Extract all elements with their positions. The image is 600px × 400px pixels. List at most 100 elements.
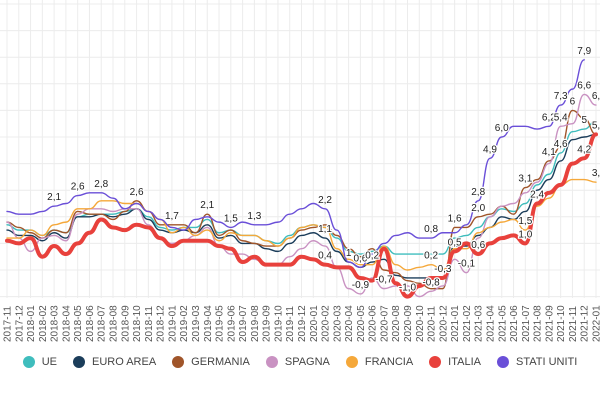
x-tick-label: 2019-07	[238, 305, 249, 342]
x-tick-label: 2018-08	[109, 305, 120, 342]
legend-dot	[496, 356, 509, 368]
x-tick-label: 2021-02	[462, 305, 473, 342]
data-label: 0,2	[365, 251, 379, 262]
data-label: 1,7	[165, 211, 179, 222]
data-labels: 2,12,6 2,82,61,72,11,5 1,32,21,10,4 1 0,60,2…	[46, 45, 600, 295]
legend-label: FRANCIA	[364, 356, 414, 368]
x-tick-label: 2020-12	[438, 305, 449, 342]
data-label: 0,8	[424, 224, 438, 235]
data-label: 1,5	[518, 216, 532, 227]
x-tick-label: 2019-04	[203, 305, 214, 342]
data-label: 2,1	[200, 200, 214, 211]
data-label: 4,2	[577, 144, 591, 155]
data-label: 2,4	[530, 190, 544, 201]
data-label: 2,6	[130, 187, 144, 198]
data-label: 5	[581, 115, 587, 126]
x-tick-label: 2021-03	[474, 305, 485, 342]
data-label: -0,3	[434, 264, 452, 275]
data-label: 1,1	[318, 224, 332, 235]
x-tick-label: 2020-10	[415, 305, 426, 342]
legend-item-ue[interactable]: UE	[22, 356, 57, 368]
data-label: 1,0	[518, 229, 532, 240]
legend-label: STATI UNITI	[515, 356, 578, 368]
x-tick-label: 2017-12	[14, 305, 25, 342]
x-tick-label: 2018-04	[61, 305, 72, 342]
x-tick-label: 2020-11	[427, 306, 438, 342]
legend-item-francia[interactable]: FRANCIA	[345, 356, 414, 368]
x-tick-label: 2021-08	[533, 305, 544, 342]
legend-item-italia[interactable]: ITALIA	[429, 356, 481, 368]
series-lines	[5, 59, 598, 299]
grid	[0, 0, 600, 298]
legend-label: ITALIA	[448, 356, 481, 368]
data-label: 1,5	[224, 213, 238, 224]
x-tick-label: 2020-06	[368, 305, 379, 342]
data-label: -0,8	[422, 277, 440, 288]
data-label: 7,9	[577, 46, 591, 57]
x-tick-label: 2020-08	[391, 305, 402, 342]
data-label: 6,6	[577, 80, 591, 91]
data-label: 2,6	[71, 182, 85, 193]
x-tick-label: 2019-06	[226, 305, 237, 342]
x-tick-label: 2020-01	[309, 305, 320, 342]
data-label: 2,8	[94, 179, 108, 190]
x-tick-label: 2019-12	[297, 305, 308, 342]
legend-dot	[172, 356, 185, 368]
legend-dot	[345, 356, 358, 368]
data-label: 3,1	[518, 174, 532, 185]
data-label: -1,0	[399, 283, 417, 294]
x-tick-label: 2017-11	[3, 306, 14, 342]
x-tick-label: 2018-10	[132, 305, 143, 342]
legend-dot	[22, 356, 35, 368]
x-tick-label: 2021-04	[485, 305, 496, 342]
x-tick-label: 2018-07	[97, 305, 108, 342]
data-label: -0,1	[458, 259, 476, 270]
x-tick-label: 2019-05	[215, 305, 226, 342]
legend-item-euro-area[interactable]: EURO AREA	[72, 356, 157, 368]
x-tick-label: 2020-09	[403, 305, 414, 342]
x-tick-label: 2020-04	[344, 305, 355, 342]
x-tick-label: 2021-09	[544, 305, 555, 342]
series-line-francia	[6, 178, 597, 271]
x-tick-label: 2019-11	[285, 306, 296, 342]
legend-item-germania[interactable]: GERMANIA	[172, 356, 250, 368]
data-label: 0,4	[318, 251, 332, 262]
data-label: 0,6	[471, 240, 485, 251]
legend-label: UE	[41, 356, 57, 368]
x-tick-label: 2018-01	[26, 305, 37, 342]
data-label: 1,3	[247, 211, 261, 222]
x-tick-label: 2019-10	[273, 305, 284, 342]
x-tick-label: 2018-03	[50, 305, 61, 342]
data-label: 1	[346, 248, 352, 259]
legend-item-stati-uniti[interactable]: STATI UNITI	[496, 356, 578, 368]
legend-label: EURO AREA	[91, 356, 157, 368]
data-label: 3,	[592, 168, 600, 179]
data-label: 2,8	[471, 187, 485, 198]
data-label: 6,0	[495, 123, 509, 134]
x-tick-label: 2020-03	[332, 305, 343, 342]
legend-item-spagna[interactable]: SPAGNA	[265, 356, 330, 368]
series-line-italia	[5, 132, 598, 299]
x-tick-label: 2018-11	[144, 306, 155, 342]
line-chart: 2,12,6 2,82,61,72,11,5 1,32,21,10,4 1 0,60,2…	[0, 0, 600, 342]
data-label: -0,7	[375, 275, 393, 286]
data-label: 0,6	[353, 253, 367, 264]
data-label: 6,	[592, 91, 600, 102]
x-tick-label: 2021-10	[556, 305, 567, 342]
x-axis-ticks: 2017-11 2017-12 2018-01 2018-02 2018-03 2018-…	[3, 305, 600, 342]
data-label: 5,	[592, 120, 600, 131]
x-tick-label: 2018-05	[73, 305, 84, 342]
x-tick-label: 2021-05	[497, 305, 508, 342]
data-label: 4,9	[483, 144, 497, 155]
data-label: 0,2	[424, 251, 438, 262]
x-tick-label: 2018-12	[156, 305, 167, 342]
legend-label: SPAGNA	[284, 356, 330, 368]
data-label: 2,0	[471, 203, 485, 214]
x-tick-label: 2019-09	[262, 305, 273, 342]
x-tick-label: 2019-02	[179, 305, 190, 342]
legend-dot	[429, 356, 442, 368]
data-label: 4,6	[554, 139, 568, 150]
legend-dot	[72, 356, 85, 368]
data-label: 0,5	[448, 237, 462, 248]
x-tick-label: 2020-07	[379, 305, 390, 342]
